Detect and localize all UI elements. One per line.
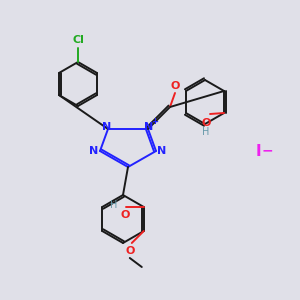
Text: Cl: Cl: [72, 35, 84, 45]
Text: H: H: [202, 127, 210, 137]
Text: O: O: [125, 246, 134, 256]
Text: N: N: [102, 122, 112, 132]
Text: −: −: [261, 143, 273, 157]
Text: O: O: [170, 81, 180, 91]
Text: H: H: [110, 200, 118, 210]
Text: O: O: [120, 210, 130, 220]
Text: N: N: [144, 122, 154, 132]
Text: O: O: [201, 118, 211, 128]
Text: N: N: [158, 146, 166, 156]
Text: +: +: [152, 116, 158, 125]
Text: I: I: [255, 145, 261, 160]
Text: N: N: [89, 146, 99, 156]
